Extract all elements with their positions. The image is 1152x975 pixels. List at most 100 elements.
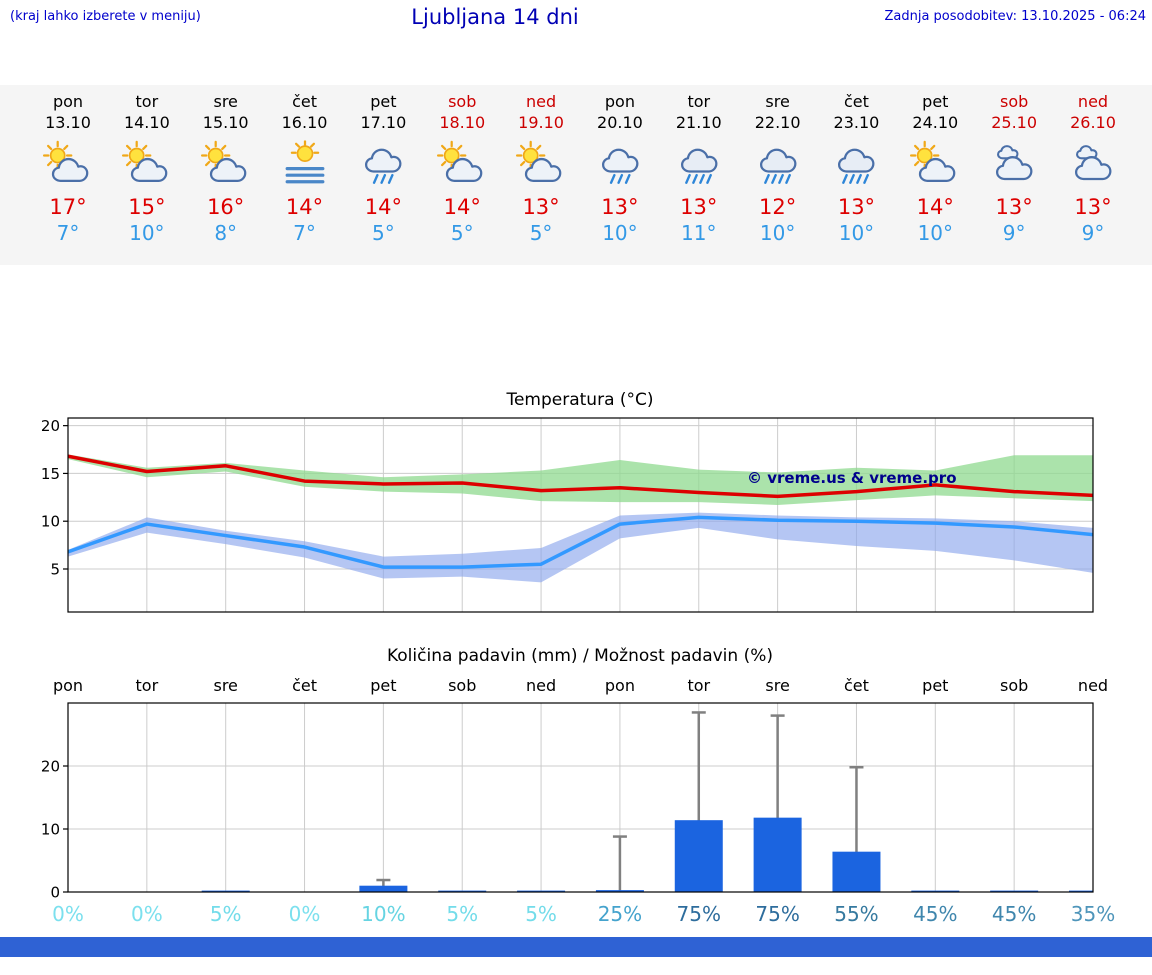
temp-y-tick-label: 10 <box>41 513 60 531</box>
day-name-label: pet <box>922 92 949 111</box>
low-temp-label: 10° <box>129 221 165 245</box>
forecast-day-column: čet 23.10 13° 10° <box>817 91 896 246</box>
low-temp-label: 8° <box>214 221 238 245</box>
forecast-strip: pon 13.10 17° 7° tor 14.10 15° 10° sre 15.10 16° 8°… <box>0 85 1152 265</box>
precip-probability-label: 0% <box>288 902 321 926</box>
precip-bar <box>517 890 566 892</box>
day-name-label: pet <box>370 92 397 111</box>
day-name-label: sre <box>213 92 238 111</box>
day-date-label: 24.10 <box>912 113 959 132</box>
precip-probability-label: 75% <box>676 902 721 926</box>
day-date-label: 19.10 <box>518 113 564 132</box>
precip-day-label: pet <box>922 676 949 695</box>
low-temp-label: 10° <box>917 221 954 245</box>
high-temp-label: 13° <box>680 195 718 219</box>
partly-cloudy-icon <box>905 139 965 187</box>
day-name-label: tor <box>687 92 711 111</box>
partly-cloudy-icon <box>432 139 492 187</box>
forecast-day-column: pon 20.10 13° 10° <box>580 91 659 246</box>
precip-day-label: sre <box>213 676 238 695</box>
precip-probability-label: 35% <box>1070 902 1116 926</box>
day-date-label: 20.10 <box>597 113 643 132</box>
high-temp-label: 13° <box>995 195 1033 219</box>
rain-icon <box>353 139 413 187</box>
temperature-chart-title: Temperatura (°C) <box>506 390 654 410</box>
precip-probability-label: 0% <box>130 902 163 926</box>
precip-day-label: čet <box>292 676 317 695</box>
precip-day-label: ned <box>525 676 557 695</box>
precip-probability-label: 25% <box>597 902 643 926</box>
precip-day-label: pet <box>370 676 397 695</box>
temperature-chart: 5 10 15 20 © vreme.us & vreme.pro <box>41 417 1094 613</box>
watermark-link[interactable]: © vreme.us & vreme.pro <box>747 469 957 487</box>
high-temp-label: 13° <box>837 195 876 219</box>
day-name-label: sre <box>765 92 790 111</box>
low-temp-label: 11° <box>681 221 717 245</box>
day-name-label: sob <box>448 92 477 111</box>
precip-bar <box>674 820 723 892</box>
precip-bar <box>832 851 881 892</box>
high-temp-label: 16° <box>207 195 245 219</box>
precip-probability-label: 5% <box>446 902 479 926</box>
heavy-rain-icon <box>748 139 808 187</box>
precip-bar <box>990 890 1039 892</box>
low-temp-label: 7° <box>293 221 316 245</box>
forecast-day-column: sre 15.10 16° 8° <box>186 91 265 246</box>
day-date-label: 17.10 <box>360 113 407 132</box>
menu-hint-note: (kraj lahko izberete v meniju) <box>10 9 201 24</box>
precip-day-label: tor <box>135 676 159 695</box>
precip-day-label: pon <box>604 676 635 695</box>
day-date-label: 16.10 <box>281 113 328 132</box>
temp-y-tick-label: 20 <box>41 417 60 435</box>
precip-probability-label: 55% <box>834 902 879 926</box>
day-date-label: 21.10 <box>675 113 722 132</box>
high-temp-label: 14° <box>443 195 481 219</box>
day-date-label: 18.10 <box>439 113 486 132</box>
forecast-day-column: sre 22.10 12° 10° <box>738 91 817 246</box>
last-update-label: Zadnja posodobitev: 13.10.2025 - 06:24 <box>884 9 1146 24</box>
high-temp-label: 17° <box>49 195 87 219</box>
forecast-day-column: ned 19.10 13° 5° <box>502 91 581 246</box>
day-date-label: 25.10 <box>991 113 1038 132</box>
low-temp-label: 9° <box>1081 221 1105 245</box>
precipitation-chart: 0 10 20 <box>41 702 1094 900</box>
precip-bar <box>911 890 960 892</box>
partly-cloudy-icon <box>511 139 571 187</box>
temp-y-tick-label: 15 <box>41 465 60 483</box>
precip-day-label: sob <box>448 676 477 695</box>
precip-bar <box>753 817 802 892</box>
precip-day-label: pon <box>52 676 84 695</box>
precip-probability-label: 10% <box>361 902 406 926</box>
precip-probability-label: 45% <box>991 902 1037 926</box>
low-temp-label: 9° <box>1002 221 1026 245</box>
day-name-label: čet <box>843 92 869 111</box>
footer-bar <box>0 937 1152 957</box>
day-date-label: 23.10 <box>833 113 880 132</box>
low-temp-label: 5° <box>372 221 395 245</box>
day-date-label: 15.10 <box>202 113 249 132</box>
day-name-label: pon <box>52 92 84 111</box>
high-temp-label: 13° <box>1074 195 1112 219</box>
day-name-label: čet <box>292 92 317 111</box>
day-name-label: tor <box>135 92 159 111</box>
high-temp-label: 14° <box>916 195 954 219</box>
rain-icon <box>590 139 650 187</box>
precipitation-chart-title: Količina padavin (mm) / Možnost padavin … <box>386 646 773 666</box>
cloudy-icon <box>1063 139 1123 187</box>
precip-probability-label: 5% <box>525 902 557 926</box>
precip-day-label: sob <box>1000 676 1029 695</box>
partly-cloudy-icon <box>117 139 177 187</box>
cloudy-icon <box>984 139 1044 187</box>
low-temp-label: 10° <box>759 221 796 245</box>
day-name-label: ned <box>525 92 557 111</box>
page-title: Ljubljana 14 dni <box>411 5 579 29</box>
high-temp-label: 15° <box>128 195 166 219</box>
fog-sun-icon <box>275 139 335 187</box>
day-date-label: 14.10 <box>123 113 170 132</box>
partly-cloudy-icon <box>38 139 98 187</box>
forecast-day-column: sob 18.10 14° 5° <box>423 91 502 246</box>
precip-bar <box>438 890 487 892</box>
precip-probability-label: 45% <box>913 902 958 926</box>
high-temp-label: 12° <box>758 195 797 219</box>
low-temp-label: 10° <box>838 221 875 245</box>
